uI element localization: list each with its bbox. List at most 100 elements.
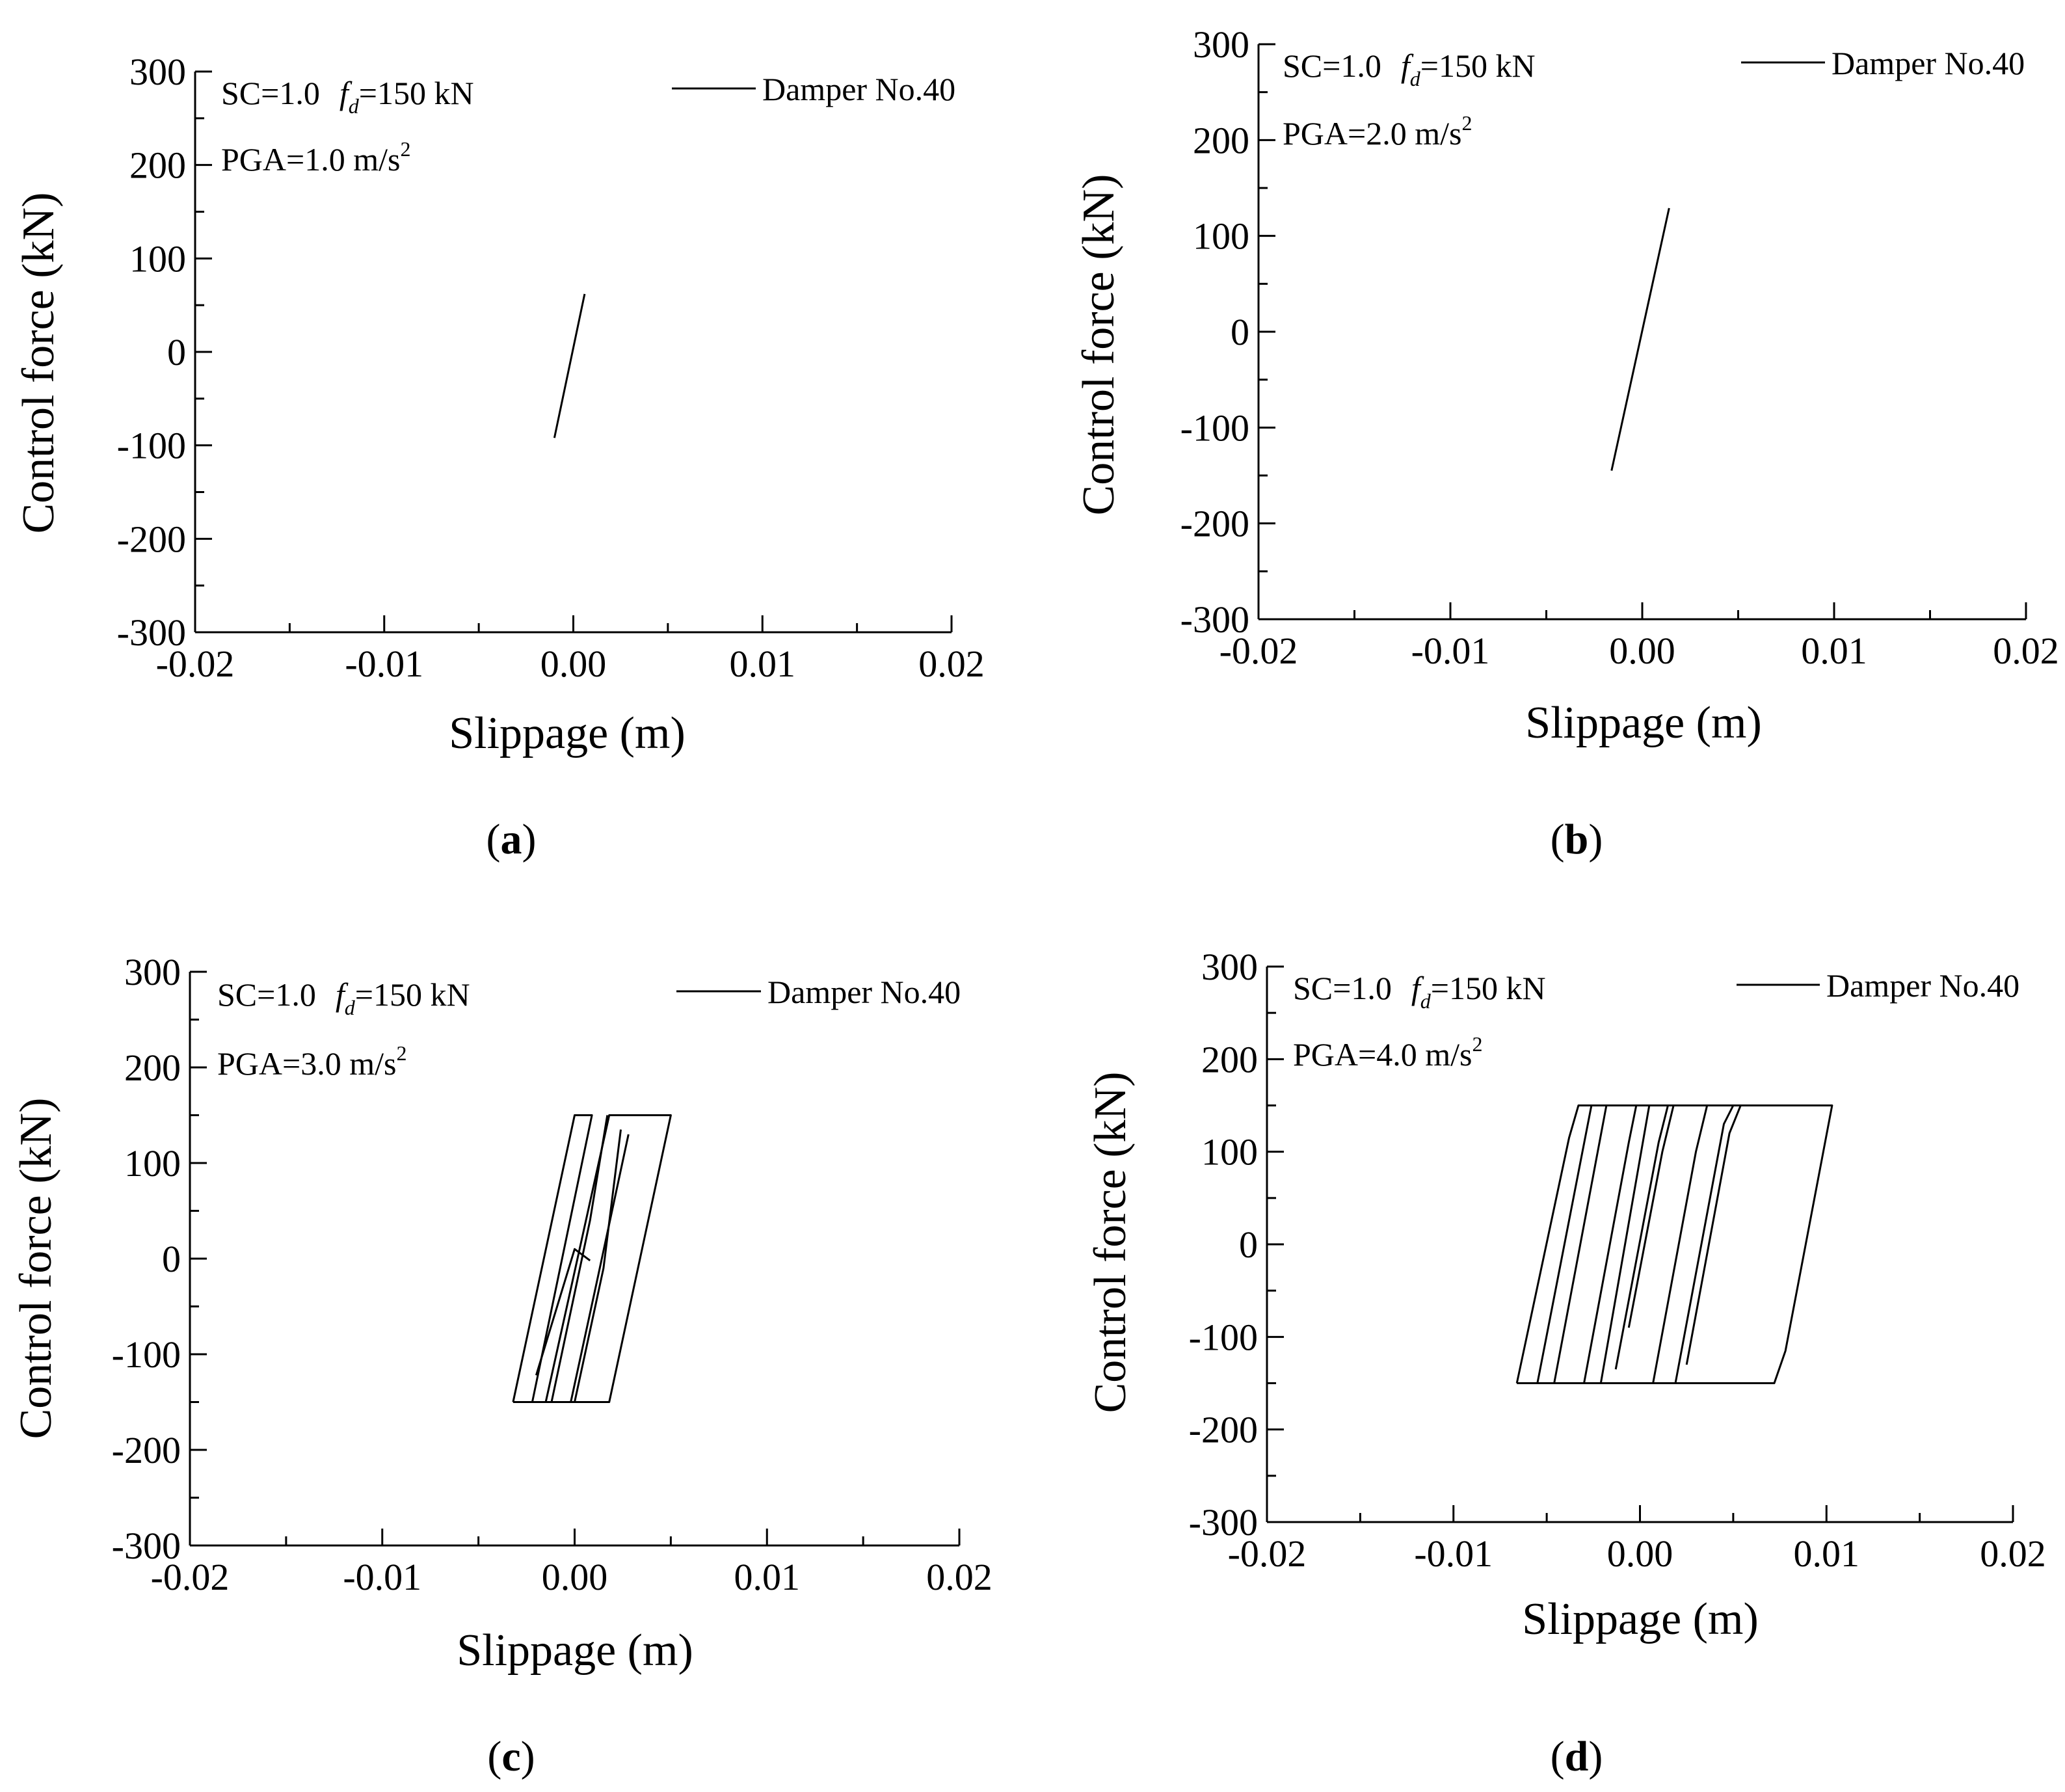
panel-b-x-tick-label: -0.02 (1219, 630, 1298, 672)
panel-d-hysteresis-path (1515, 1104, 1833, 1384)
panel-c-plot-area (512, 1114, 672, 1403)
panel-a-y-tick-label: -300 (117, 611, 186, 654)
panel-d-caption-letter: d (1565, 1733, 1589, 1780)
panel-c-annotation-line1: SC=1.0 fd=150 kN (217, 976, 470, 1019)
panel-b-pga-text: PGA=2.0 m/s (1283, 115, 1461, 152)
panel-b-x-tick-label: 0.01 (1801, 630, 1867, 672)
panel-d-annotation-line2: PGA=4.0 m/s2 (1293, 1032, 1482, 1073)
panel-b-sc-text: SC=1.0 (1283, 47, 1381, 84)
panel-a-y-tick-label: 100 (129, 237, 186, 280)
panel-c-ticks: -0.02 -0.01 0.00 0.01 0.02 300 200 100 0 -100 -200… (112, 951, 993, 1598)
panel-b-plot-area (1610, 207, 1670, 471)
panel-d: -0.02 -0.01 0.00 0.01 0.02 300 200 100 0 -100 -200… (1086, 946, 2046, 1780)
panel-b-caption-letter: b (1565, 816, 1589, 863)
panel-b-x-axis-title: Slippage (m) (1525, 698, 1762, 748)
panel-d-fd-value: =150 kN (1431, 970, 1546, 1006)
panel-c-y-tick-label: 0 (162, 1238, 181, 1280)
panel-b-x-tick-label: 0.00 (1609, 630, 1675, 672)
panel-b-hysteresis-path (1610, 207, 1670, 471)
panel-d-hysteresis-path (1614, 1105, 1669, 1370)
panel-d-y-tick-label: 0 (1239, 1224, 1258, 1266)
panel-c-x-tick-label: 0.00 (542, 1556, 608, 1598)
panel-d-ticks: -0.02 -0.01 0.00 0.01 0.02 300 200 100 0 -100 -200… (1189, 946, 2046, 1575)
panel-d-y-tick-label: 200 (1201, 1038, 1258, 1080)
panel-c-x-tick-label: -0.02 (151, 1556, 230, 1598)
panel-b-y-axis-title: Control force (kN) (1074, 174, 1124, 516)
panel-d-x-tick-label: -0.01 (1414, 1532, 1493, 1575)
panel-a-y-tick-label: -100 (117, 425, 186, 467)
panel-d-y-tick-label: -300 (1189, 1501, 1258, 1544)
panel-b-y-tick-label: -100 (1180, 407, 1249, 449)
panel-d-pga-sup: 2 (1472, 1032, 1482, 1056)
panel-d-x-tick-label: 0.01 (1794, 1532, 1860, 1575)
panel-d-hysteresis-path (1583, 1105, 1638, 1384)
panel-c-caption: (c) (487, 1733, 535, 1780)
panel-a-annotation-line2: PGA=1.0 m/s2 (221, 137, 410, 178)
panel-a-x-tick-label: 0.01 (730, 643, 796, 685)
panel-c-y-tick-label: 300 (124, 951, 181, 993)
panel-b: -0.02 -0.01 0.00 0.01 0.02 300 200 100 0 -100 -200… (1074, 23, 2059, 863)
panel-d-y-axis-title: Control force (kN) (1086, 1072, 1136, 1413)
panel-b-y-tick-label: 100 (1193, 215, 1249, 258)
panel-c-x-tick-label: -0.01 (343, 1556, 421, 1598)
panel-b-y-tick-label: 200 (1193, 119, 1249, 161)
panel-b-caption: (b) (1551, 816, 1603, 863)
panel-a-x-tick-label: 0.00 (540, 643, 607, 685)
panel-b-x-tick-label: 0.02 (1993, 630, 2059, 672)
panel-c-hysteresis-path (512, 1114, 593, 1402)
panel-c-fd-value: =150 kN (355, 976, 470, 1013)
panel-c-legend-label: Damper No.40 (767, 974, 961, 1010)
panel-c-y-tick-label: 200 (124, 1047, 181, 1089)
panel-c-x-tick-label: 0.02 (926, 1556, 993, 1598)
panel-c-sc-text: SC=1.0 (217, 976, 316, 1013)
panel-c-hysteresis-path (513, 1114, 672, 1403)
panel-a-x-tick-label: 0.02 (918, 643, 985, 685)
panel-a-y-tick-label: -200 (117, 518, 186, 560)
panel-c-caption-letter: c (501, 1733, 520, 1780)
panel-d-y-tick-label: -200 (1189, 1409, 1258, 1451)
panel-a-caption-letter: a (501, 816, 522, 863)
panel-a-pga-text: PGA=1.0 m/s (221, 141, 400, 178)
panel-c-y-tick-label: -100 (112, 1333, 181, 1376)
panel-b-y-tick-label: 300 (1193, 23, 1249, 66)
panel-d-plot-area (1515, 1104, 1833, 1384)
panel-d-hysteresis-path (1652, 1105, 1709, 1384)
panel-b-ticks: -0.02 -0.01 0.00 0.01 0.02 300 200 100 0 -100 -200… (1180, 23, 2059, 672)
panel-b-y-tick-label: -200 (1180, 503, 1249, 545)
panel-d-x-tick-label: 0.00 (1607, 1532, 1673, 1575)
panel-c-hysteresis-path (550, 1115, 609, 1402)
panel-b-fd-value: =150 kN (1420, 47, 1536, 84)
panel-a-plot-area (553, 293, 586, 438)
panel-c-y-tick-label: -300 (112, 1525, 181, 1567)
panel-a-x-axis-title: Slippage (m) (449, 708, 686, 758)
panel-b-x-tick-label: -0.01 (1411, 630, 1490, 672)
panel-c-y-tick-label: 100 (124, 1142, 181, 1184)
panel-c-pga-sup: 2 (396, 1041, 406, 1065)
panel-c-y-tick-label: -200 (112, 1429, 181, 1471)
panel-d-hysteresis-path (1536, 1105, 1593, 1384)
panel-a-y-tick-label: 200 (129, 144, 186, 187)
panel-a-x-tick-label: -0.01 (345, 643, 423, 685)
panel-c-pga-text: PGA=3.0 m/s (217, 1045, 396, 1082)
panel-d-hysteresis-path (1553, 1105, 1608, 1384)
panel-d-annotation-line1: SC=1.0 fd=150 kN (1293, 970, 1546, 1013)
panel-a-hysteresis-path (553, 293, 586, 438)
panel-b-y-tick-label: -300 (1180, 598, 1249, 641)
panel-d-hysteresis-path (1685, 1104, 1742, 1365)
panel-d-hysteresis-path (1627, 1105, 1675, 1328)
panel-a-y-tick-label: 0 (167, 331, 186, 373)
panel-c-x-tick-label: 0.01 (734, 1556, 801, 1598)
panel-b-y-tick-label: 0 (1231, 311, 1249, 353)
panel-a-ticks: -0.02 -0.01 0.00 0.01 0.02 300 200 100 0 -100 -200… (117, 51, 985, 685)
panel-a-fd-value: =150 kN (359, 75, 474, 111)
panel-c-hysteresis-path (535, 1248, 591, 1376)
panel-a-fd-subscript: d (349, 94, 360, 118)
panel-a: -0.02 -0.01 0.00 0.01 0.02 300 200 100 0 -100 -200… (14, 51, 985, 863)
panel-a-x-tick-label: -0.02 (156, 643, 235, 685)
panel-b-pga-sup: 2 (1461, 111, 1472, 135)
panel-d-pga-text: PGA=4.0 m/s (1293, 1036, 1472, 1073)
panel-b-fd-subscript: d (1410, 67, 1421, 90)
panel-b-annotation-line2: PGA=2.0 m/s2 (1283, 111, 1472, 152)
panel-d-fd-subscript: d (1420, 989, 1432, 1013)
